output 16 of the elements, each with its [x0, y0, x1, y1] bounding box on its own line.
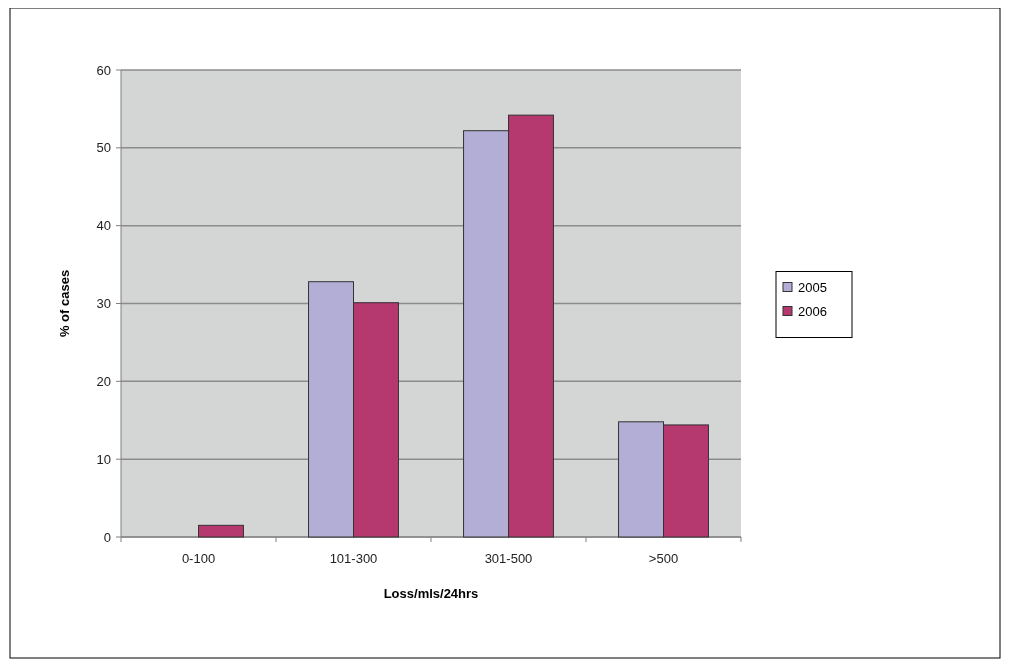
y-tick-label: 20: [96, 373, 111, 389]
y-tick-label: 0: [103, 529, 111, 545]
bar: [198, 524, 244, 538]
y-tick-label: 60: [96, 62, 111, 78]
legend-label: 2005: [798, 280, 827, 296]
y-axis-title: % of cases: [57, 269, 72, 338]
y-tick-label: 50: [96, 140, 111, 156]
y-tick-label: 10: [96, 451, 111, 467]
y-tick-label: 40: [96, 218, 111, 234]
x-tick-label: 101-300: [329, 551, 378, 566]
y-tick-label: 30: [96, 296, 111, 312]
x-tick-label: 0-100: [181, 551, 216, 566]
x-axis-title: Loss/mls/24hrs: [383, 586, 479, 601]
x-tick-label: >500: [648, 551, 679, 566]
legend-label: 2006: [798, 304, 827, 320]
x-tick-label: 301-500: [484, 551, 533, 566]
